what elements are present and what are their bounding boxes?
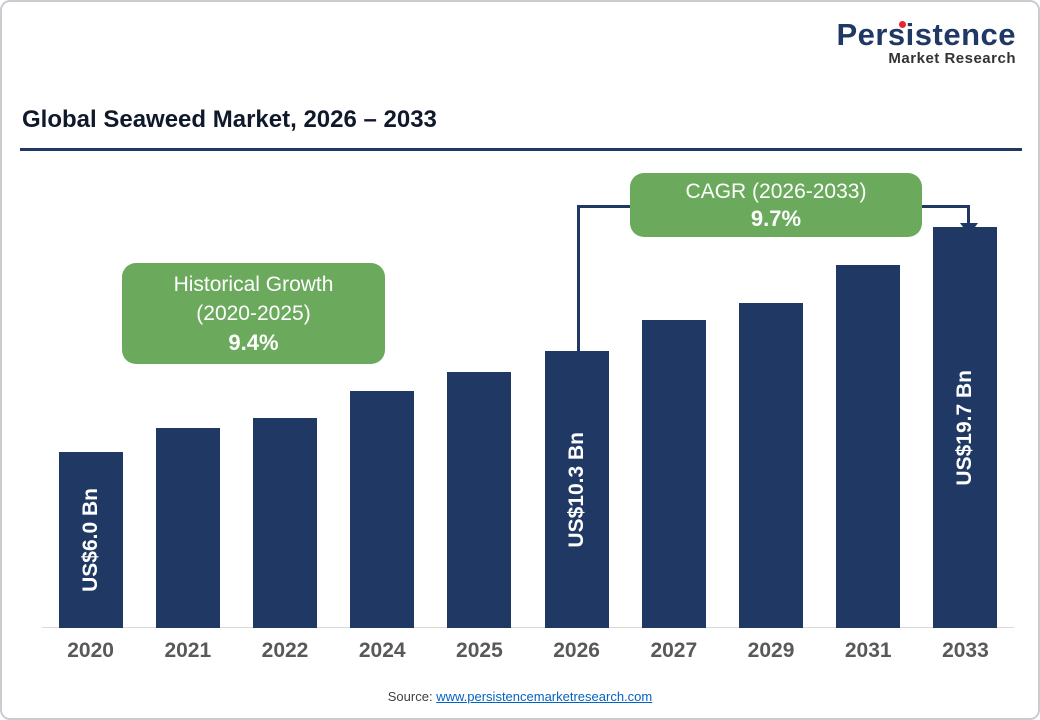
bar-2022	[253, 418, 317, 628]
logo-text: Persistence	[836, 17, 1016, 52]
cagr-connector-vertical-left	[577, 205, 580, 355]
cagr-callout: CAGR (2026-2033) 9.7%	[630, 173, 922, 237]
callout-value: 9.7%	[750, 206, 802, 231]
bar-value-label: US$10.3 Bn	[564, 431, 588, 548]
year-label: 2021	[164, 639, 212, 662]
cagr-connector-horizontal-left	[577, 205, 632, 208]
year-label: 2025	[456, 639, 503, 662]
bar-2024	[350, 391, 415, 628]
callout-line: CAGR (2026-2033)	[685, 180, 867, 203]
bar-cell: 2029	[722, 303, 819, 664]
year-label: 2026	[553, 639, 600, 662]
bar-2029	[739, 303, 804, 628]
cagr-connector-vertical-right	[967, 205, 970, 225]
bar-cell: US$19.7 Bn 2033	[917, 227, 1014, 664]
bar-2020: US$6.0 Bn	[58, 452, 123, 628]
year-label: 2024	[358, 639, 406, 662]
bar-2033: US$19.7 Bn	[933, 227, 998, 628]
source-line: Source: www.persistencemarketresearch.co…	[2, 689, 1038, 704]
bar-2031	[836, 265, 901, 628]
bar-cell: 2022	[236, 418, 333, 664]
bar-cell: US$6.0 Bn 2020	[42, 452, 139, 664]
year-label: 2033	[942, 639, 989, 662]
year-label: 2031	[844, 639, 892, 662]
bar-cell: 2027	[625, 320, 722, 664]
bar-value-label: US$6.0 Bn	[78, 488, 102, 592]
bars-row: US$6.0 Bn 2020 2021 2022 2024 2025 US$10.3 Bn 2…	[42, 227, 1014, 664]
source-link[interactable]: www.persistencemarketresearch.com	[436, 689, 653, 704]
logo-subtitle: Market Research	[888, 50, 1016, 67]
source-label: Source:	[387, 689, 433, 704]
bar-cell: 2031	[820, 265, 917, 664]
bar-cell: US$10.3 Bn 2026	[528, 351, 625, 664]
x-axis-line	[42, 627, 1014, 628]
callout-line: Historical Growth	[173, 273, 334, 296]
logo-red-dot-icon	[899, 21, 907, 28]
page-title: Global Seaweed Market, 2026 – 2033	[22, 106, 437, 133]
cagr-connector-horizontal-right	[904, 205, 970, 208]
callout-line: (2020-2025)	[196, 302, 311, 325]
bar-cell: 2024	[334, 391, 431, 664]
logo-wordmark: Persistence	[836, 18, 1016, 52]
bar-2021	[155, 428, 220, 628]
bar-2027	[641, 320, 706, 628]
year-label: 2029	[747, 639, 795, 662]
year-label: 2020	[67, 639, 114, 662]
bar-cell: 2025	[431, 372, 528, 664]
bar-cell: 2021	[139, 428, 236, 664]
bar-value-label: US$19.7 Bn	[953, 369, 977, 486]
historical-growth-callout: Historical Growth (2020-2025) 9.4%	[122, 263, 385, 364]
bar-2026: US$10.3 Bn	[544, 351, 609, 628]
callout-value: 9.4%	[228, 330, 279, 355]
bar-2025	[447, 372, 512, 628]
pmr-logo: Persistence Market Research	[836, 18, 1016, 68]
title-rule	[20, 148, 1022, 151]
year-label: 2027	[650, 639, 698, 662]
year-label: 2022	[261, 639, 309, 662]
